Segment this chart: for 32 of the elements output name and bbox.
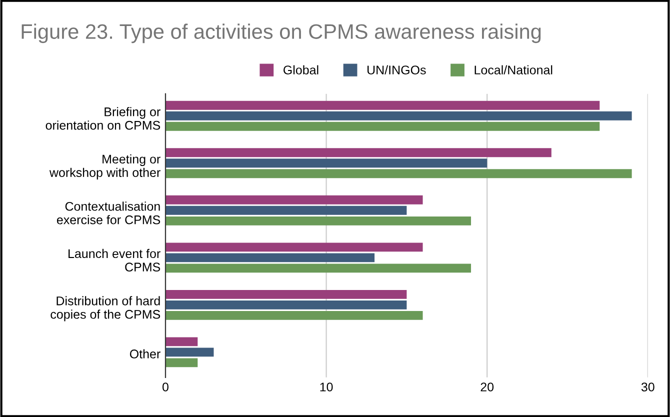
legend-label: UN/INGOs	[368, 65, 426, 74]
bar	[165, 358, 198, 368]
chart-title: Figure 23. Type of activities on CPMS awareness raising	[22, 24, 541, 44]
bar	[165, 253, 375, 262]
legend-label: Global	[284, 65, 318, 74]
bar	[165, 290, 407, 299]
bar	[165, 100, 600, 110]
x-tick-label: 20	[480, 382, 494, 392]
bar	[165, 122, 600, 131]
bar	[165, 337, 198, 346]
y-tick-label: Other	[130, 349, 160, 358]
bar	[165, 195, 423, 204]
bar	[165, 242, 423, 252]
bar	[165, 169, 632, 178]
bar	[165, 348, 214, 357]
bar	[165, 300, 407, 310]
y-tick-label: Meeting or workshop with other	[49, 154, 160, 180]
bar	[165, 216, 472, 226]
x-tick-label: 30	[641, 382, 654, 392]
bar	[165, 158, 488, 168]
bar	[165, 148, 552, 158]
bar	[165, 264, 472, 273]
y-tick-label: Distribution of hard copies of the CPMS	[50, 296, 160, 322]
y-tick-label: Contextualisation exercise for CPMS	[56, 202, 160, 224]
x-tick-label: 10	[320, 382, 333, 392]
bar	[165, 111, 632, 120]
x-tick-label: 0	[162, 382, 168, 392]
legend-label: Local/National	[474, 65, 552, 74]
y-tick-label: Launch event for CPMS	[68, 248, 160, 272]
y-tick-label: Briefing or orientation on CPMS	[46, 107, 160, 130]
bar	[165, 206, 407, 215]
bar	[165, 310, 423, 320]
